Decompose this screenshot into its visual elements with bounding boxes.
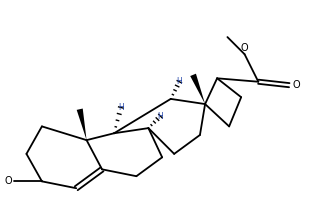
Text: H: H bbox=[158, 112, 163, 121]
Text: H: H bbox=[118, 103, 124, 112]
Text: O: O bbox=[4, 176, 12, 186]
Polygon shape bbox=[190, 74, 205, 104]
Polygon shape bbox=[77, 109, 87, 140]
Text: O: O bbox=[241, 43, 248, 53]
Text: O: O bbox=[292, 80, 300, 90]
Text: H: H bbox=[176, 77, 182, 86]
